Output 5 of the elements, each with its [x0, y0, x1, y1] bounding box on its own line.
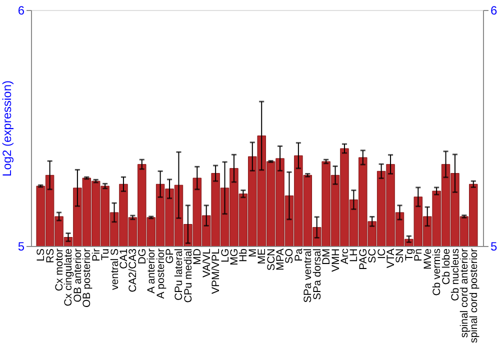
- x-tick-label: SPa dorsal: [311, 248, 324, 300]
- x-tick-label: CPu medial: [182, 248, 194, 303]
- y-axis-title: Log2 (expression): [0, 80, 14, 177]
- y2-tick-label: 5: [490, 240, 498, 254]
- y2-tick-label: 6: [490, 4, 498, 18]
